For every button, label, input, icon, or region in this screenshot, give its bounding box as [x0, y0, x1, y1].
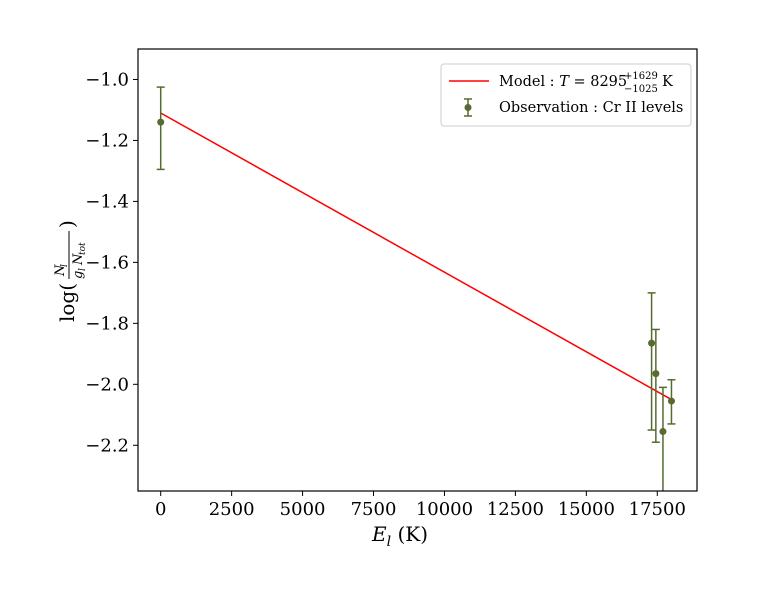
y-tick-label: −1.4 [85, 191, 129, 212]
data-point [157, 118, 165, 126]
legend-model-label: Model : T = 8295 [499, 74, 627, 90]
y-tick-label: −2.0 [85, 374, 129, 395]
x-tick-label: 10000 [416, 499, 473, 520]
legend-frame [440, 63, 692, 127]
x-tick-label: 0 [155, 499, 166, 520]
model-line [160, 112, 672, 401]
x-tick-label: 12500 [487, 499, 544, 520]
plot-area [156, 86, 676, 491]
svg-text:l: l [60, 264, 70, 267]
y-tick-label: −1.8 [85, 313, 129, 334]
observation-point [647, 292, 656, 431]
data-point [667, 397, 675, 405]
legend-model-unit: K [662, 74, 674, 90]
svg-text:l: l [78, 268, 88, 271]
y-tick-label: −1.0 [85, 69, 129, 90]
observation-point [156, 86, 165, 171]
legend: Model : T = 8295 +1629 −1025 K Observati… [440, 63, 692, 127]
legend-model-sub: −1025 [624, 84, 658, 95]
y-axis-label: log( N l g l N tot ) [53, 220, 88, 322]
svg-text:log(: log( [55, 283, 79, 322]
data-point [648, 339, 656, 347]
svg-text:g: g [71, 271, 86, 279]
data-point [652, 370, 660, 378]
legend-model-sup: +1629 [624, 71, 658, 82]
x-tick-label: 15000 [558, 499, 615, 520]
x-tick-label: 2500 [209, 499, 255, 520]
observation-point [651, 328, 660, 443]
y-axis: −1.0 −1.2 −1.4 −1.6 −1.8 −2.0 −2.2 [85, 69, 138, 456]
x-axis-label: El (K) [371, 522, 428, 550]
data-point [659, 428, 667, 436]
svg-text:tot: tot [78, 242, 88, 255]
x-tick-label: 7500 [351, 499, 397, 520]
y-tick-label: −2.2 [85, 435, 129, 456]
observation-point [667, 378, 676, 425]
axes-frame [137, 48, 698, 492]
observation-point [658, 386, 667, 491]
legend-observation-label: Observation : Cr II levels [499, 100, 683, 116]
svg-text:N: N [53, 264, 68, 277]
x-axis: 0 2500 5000 7500 10000 12500 15000 17500 [155, 491, 686, 520]
x-tick-label: 17500 [629, 499, 686, 520]
y-tick-label: −1.2 [85, 130, 129, 151]
x-tick-label: 5000 [280, 499, 326, 520]
y-tick-label: −1.6 [85, 252, 129, 273]
legend-observation-swatch [464, 98, 472, 117]
svg-text:): ) [55, 220, 79, 228]
svg-text:N: N [71, 253, 86, 266]
